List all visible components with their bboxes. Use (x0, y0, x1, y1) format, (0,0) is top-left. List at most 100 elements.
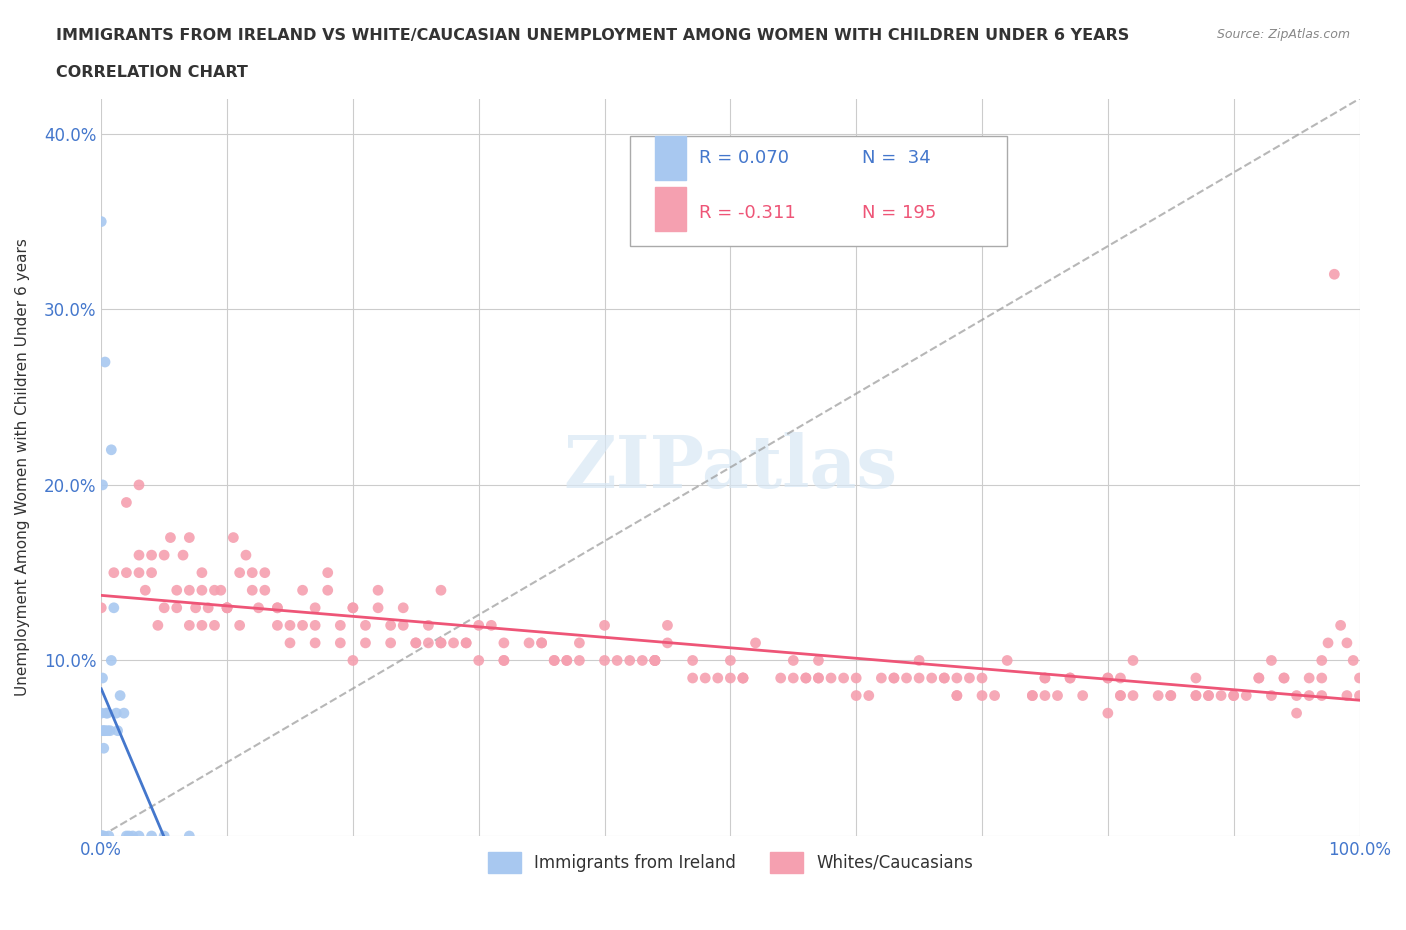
Point (1021, 688, 1043, 703)
Text: IMMIGRANTS FROM IRELAND VS WHITE/CAUCASIAN UNEMPLOYMENT AMONG WOMEN WITH CHILDRE: IMMIGRANTS FROM IRELAND VS WHITE/CAUCASI… (56, 28, 1129, 43)
Point (794, 671, 817, 685)
Point (191, 565, 214, 580)
Point (94, 354, 117, 369)
Point (184, 601, 207, 616)
Point (217, 601, 239, 616)
Point (870, 671, 893, 685)
Point (342, 653, 364, 668)
Point (1021, 688, 1043, 703)
Point (153, 548, 176, 563)
Point (908, 653, 931, 668)
Point (354, 618, 377, 632)
Point (1341, 653, 1364, 668)
Point (807, 671, 830, 685)
Point (1109, 688, 1132, 703)
Point (832, 671, 855, 685)
Text: N =  34: N = 34 (862, 149, 931, 166)
Point (682, 653, 704, 668)
Point (1317, 635, 1340, 650)
Point (103, 601, 125, 616)
Point (1323, 267, 1346, 282)
Point (1336, 688, 1358, 703)
Point (1097, 671, 1119, 685)
Point (467, 653, 489, 668)
Point (354, 635, 377, 650)
Point (380, 635, 402, 650)
Point (91, 829, 114, 844)
Point (1033, 671, 1056, 685)
Point (342, 601, 364, 616)
Point (934, 671, 956, 685)
Point (492, 653, 515, 668)
Point (807, 671, 830, 685)
Point (405, 635, 427, 650)
Point (946, 688, 969, 703)
Point (179, 618, 201, 632)
Point (731, 671, 754, 685)
Point (1122, 653, 1144, 668)
Point (291, 618, 314, 632)
Point (316, 583, 339, 598)
Text: R = -0.311: R = -0.311 (699, 204, 796, 222)
Point (90, 829, 112, 844)
Point (278, 618, 301, 632)
Point (228, 618, 250, 632)
Point (179, 530, 201, 545)
Point (146, 618, 169, 632)
Point (1330, 618, 1353, 632)
Point (96, 724, 118, 738)
Point (342, 601, 364, 616)
Bar (655, 136, 686, 179)
Point (644, 653, 666, 668)
Point (266, 601, 288, 616)
Point (96, 706, 118, 721)
Point (644, 653, 666, 668)
Point (128, 548, 150, 563)
Point (1097, 671, 1119, 685)
Text: CORRELATION CHART: CORRELATION CHART (56, 65, 247, 80)
Legend: Immigrants from Ireland, Whites/Caucasians: Immigrants from Ireland, Whites/Caucasia… (481, 845, 980, 879)
Point (845, 688, 868, 703)
Point (657, 618, 679, 632)
Point (115, 495, 138, 510)
Point (107, 724, 129, 738)
Point (204, 583, 226, 598)
Point (91, 829, 114, 844)
Point (631, 653, 654, 668)
Point (1234, 688, 1257, 703)
Point (456, 635, 478, 650)
Point (430, 635, 453, 650)
Point (392, 601, 415, 616)
Point (959, 671, 981, 685)
Point (744, 635, 766, 650)
Point (329, 618, 352, 632)
Point (228, 565, 250, 580)
Point (908, 671, 931, 685)
Point (90, 829, 112, 844)
Point (98, 724, 121, 738)
Point (1310, 688, 1333, 703)
Point (1059, 671, 1081, 685)
Point (118, 829, 141, 844)
Point (159, 530, 181, 545)
Point (367, 601, 389, 616)
Point (995, 653, 1018, 668)
Point (883, 671, 905, 685)
Point (1198, 688, 1220, 703)
Point (1222, 688, 1244, 703)
Point (1185, 688, 1208, 703)
Point (934, 671, 956, 685)
Point (682, 671, 704, 685)
Point (769, 671, 792, 685)
Point (253, 583, 276, 598)
Point (93, 724, 115, 738)
Point (112, 706, 135, 721)
FancyBboxPatch shape (630, 136, 1007, 246)
Point (1310, 671, 1333, 685)
Point (946, 671, 969, 685)
Point (97, 829, 120, 844)
Y-axis label: Unemployment Among Women with Children Under 6 years: Unemployment Among Women with Children U… (15, 238, 30, 697)
Point (191, 618, 214, 632)
Point (1109, 671, 1132, 685)
Point (543, 653, 565, 668)
